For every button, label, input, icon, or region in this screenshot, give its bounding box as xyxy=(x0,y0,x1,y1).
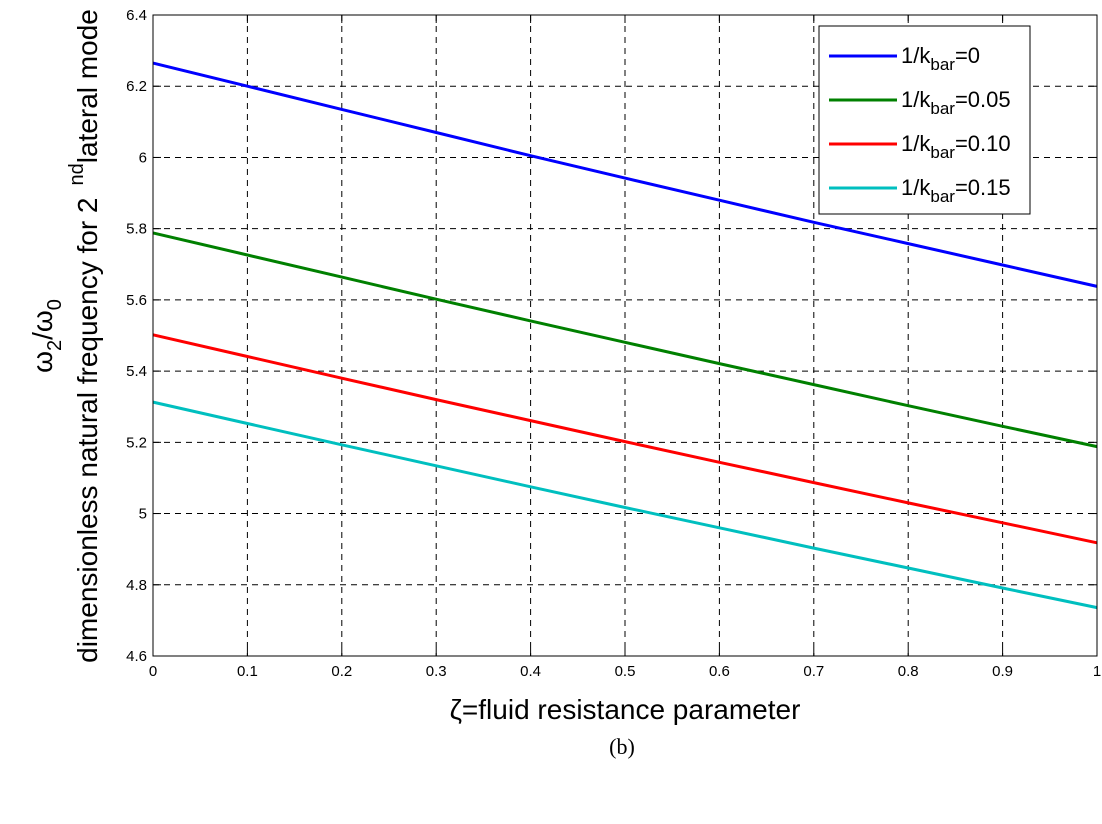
x-axis-label-text: =fluid resistance parameter xyxy=(462,694,801,725)
y-axis-label: ω2/ω0 xyxy=(27,299,66,373)
x-tick-label: 0.2 xyxy=(331,663,352,680)
x-tick-label: 0.8 xyxy=(898,663,919,680)
x-tick-label: 0.1 xyxy=(237,663,258,680)
y-axis-label-description: dimensionless natural frequency for 2ndl… xyxy=(66,9,103,663)
tick-labels: 0 0.1 0.2 0.3 0.4 0.5 0.6 0.7 0.8 0.9 1 4.6 4.8 5 5.2 5… xyxy=(126,7,1101,680)
y-tick-label: 6.2 xyxy=(126,78,147,95)
x-tick-label: 1 xyxy=(1093,663,1101,680)
tick-marks xyxy=(152,14,1098,657)
y-tick-label: 5 xyxy=(139,506,147,523)
y-tick-label: 5.6 xyxy=(126,292,147,309)
legend-label: 1/kbar=0 xyxy=(901,43,980,74)
legend-label: 1/kbar=0.10 xyxy=(901,131,1011,162)
series-line-2 xyxy=(152,231,1098,449)
series-line-3 xyxy=(152,333,1098,545)
x-tick-label: 0.5 xyxy=(615,663,636,680)
x-axis-label-symbol: ζ xyxy=(450,694,462,725)
y-tick-label: 4.6 xyxy=(126,648,147,665)
series-line-1 xyxy=(152,61,1098,288)
x-tick-label: 0.4 xyxy=(520,663,541,680)
series-lines xyxy=(152,61,1098,610)
y-tick-label: 5.8 xyxy=(126,221,147,238)
legend-label: 1/kbar=0.05 xyxy=(901,87,1011,118)
x-tick-label: 0 xyxy=(149,663,157,680)
y-tick-label: 5.4 xyxy=(126,363,147,380)
y-tick-label: 5.2 xyxy=(126,434,147,451)
x-tick-label: 0.6 xyxy=(709,663,730,680)
y-tick-label: 4.8 xyxy=(126,577,147,594)
figure-caption: (b) xyxy=(609,734,635,759)
series-line-4 xyxy=(152,400,1098,610)
x-axis-label: ζ=fluid resistance parameter xyxy=(450,694,801,725)
legend-label: 1/kbar=0.15 xyxy=(901,175,1011,206)
y-tick-label: 6 xyxy=(139,149,147,166)
x-tick-label: 0.9 xyxy=(992,663,1013,680)
y-tick-label: 6.4 xyxy=(126,7,147,24)
x-tick-label: 0.7 xyxy=(803,663,824,680)
legend: 1/kbar=0 1/kbar=0.05 1/kbar=0.10 1/kbar=0.1… xyxy=(818,25,1031,215)
x-tick-label: 0.3 xyxy=(426,663,447,680)
